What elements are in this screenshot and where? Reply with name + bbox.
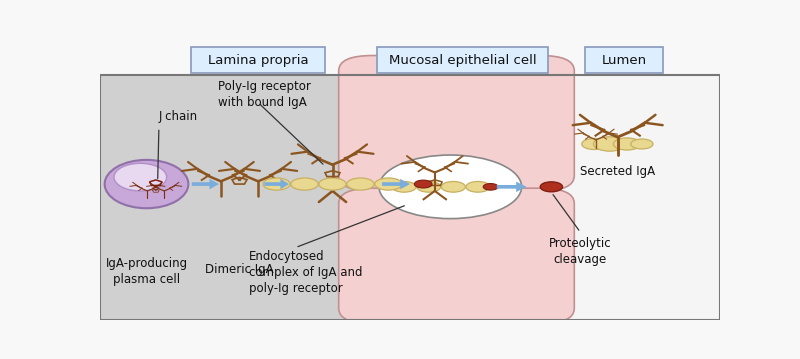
FancyBboxPatch shape: [191, 47, 325, 74]
Circle shape: [379, 155, 522, 219]
FancyArrow shape: [264, 179, 289, 189]
Circle shape: [466, 181, 490, 192]
Text: Secreted IgA: Secreted IgA: [580, 165, 655, 178]
FancyArrow shape: [382, 179, 410, 189]
Text: Mucosal epithelial cell: Mucosal epithelial cell: [389, 54, 537, 67]
Circle shape: [540, 182, 562, 192]
FancyBboxPatch shape: [338, 188, 574, 324]
FancyArrow shape: [497, 182, 526, 192]
Circle shape: [417, 181, 441, 192]
FancyBboxPatch shape: [378, 47, 548, 74]
Circle shape: [483, 183, 498, 190]
FancyArrow shape: [192, 179, 219, 189]
Circle shape: [414, 180, 432, 188]
Circle shape: [630, 139, 653, 149]
FancyBboxPatch shape: [100, 75, 366, 320]
Text: Endocytosed
complex of IgA and
poly-Ig receptor: Endocytosed complex of IgA and poly-Ig r…: [249, 251, 362, 295]
Circle shape: [442, 181, 466, 192]
Text: Poly-Ig receptor
with bound IgA: Poly-Ig receptor with bound IgA: [218, 80, 310, 109]
Circle shape: [594, 137, 626, 151]
Text: Proteolytic
cleavage: Proteolytic cleavage: [549, 237, 612, 266]
Ellipse shape: [114, 163, 166, 191]
Text: J chain: J chain: [159, 110, 198, 123]
Circle shape: [347, 178, 374, 190]
Text: IgA-producing
plasma cell: IgA-producing plasma cell: [106, 257, 187, 286]
Circle shape: [614, 138, 641, 150]
Text: Lamina propria: Lamina propria: [208, 54, 309, 67]
Circle shape: [582, 139, 606, 149]
FancyBboxPatch shape: [550, 75, 720, 320]
FancyBboxPatch shape: [338, 56, 574, 191]
FancyBboxPatch shape: [366, 75, 550, 320]
Circle shape: [319, 178, 346, 190]
Text: Lumen: Lumen: [602, 54, 646, 67]
Circle shape: [291, 178, 318, 190]
Text: Dimeric IgA: Dimeric IgA: [205, 263, 274, 276]
FancyBboxPatch shape: [585, 47, 662, 74]
Circle shape: [374, 178, 402, 190]
Ellipse shape: [105, 160, 188, 208]
Circle shape: [392, 181, 416, 192]
Circle shape: [263, 178, 290, 190]
